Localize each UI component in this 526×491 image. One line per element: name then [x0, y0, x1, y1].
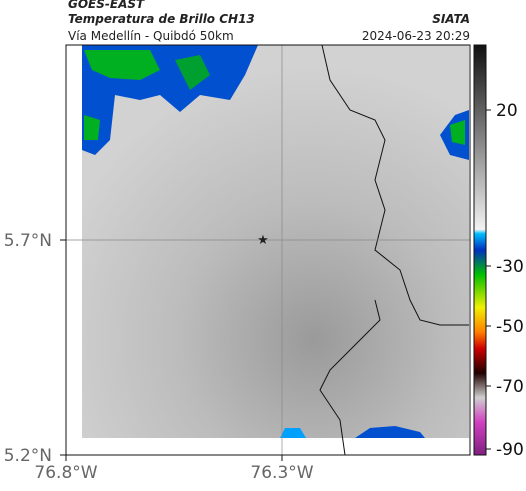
satellite-image	[82, 45, 469, 438]
route: Vía Medellín - Quibdó 50km	[68, 29, 234, 43]
source: SIATA	[432, 12, 470, 26]
y-tick-label: 5.2°N	[4, 446, 52, 466]
colorbar-tick-label: -50	[496, 317, 524, 337]
colorbar-tick-label: 20	[496, 101, 518, 121]
colorbar-tick-label: -90	[496, 440, 524, 460]
x-tick-label: 76.3°W	[250, 463, 313, 483]
colorbar-tick-label: -30	[496, 257, 524, 277]
y-tick-label: 5.7°N	[4, 231, 52, 251]
subtitle: Temperatura de Brillo CH13	[68, 12, 255, 26]
timestamp: 2024-06-23 20:29	[362, 29, 470, 43]
borders	[319, 44, 469, 456]
frame	[65, 44, 471, 456]
cold-clouds	[82, 45, 469, 438]
city-marker: ★	[257, 233, 269, 248]
colorbar-tick-label: -70	[496, 377, 524, 397]
colorbar	[473, 44, 487, 456]
x-tick-label: 76.8°W	[34, 463, 97, 483]
title: GOES-EAST	[68, 0, 145, 11]
